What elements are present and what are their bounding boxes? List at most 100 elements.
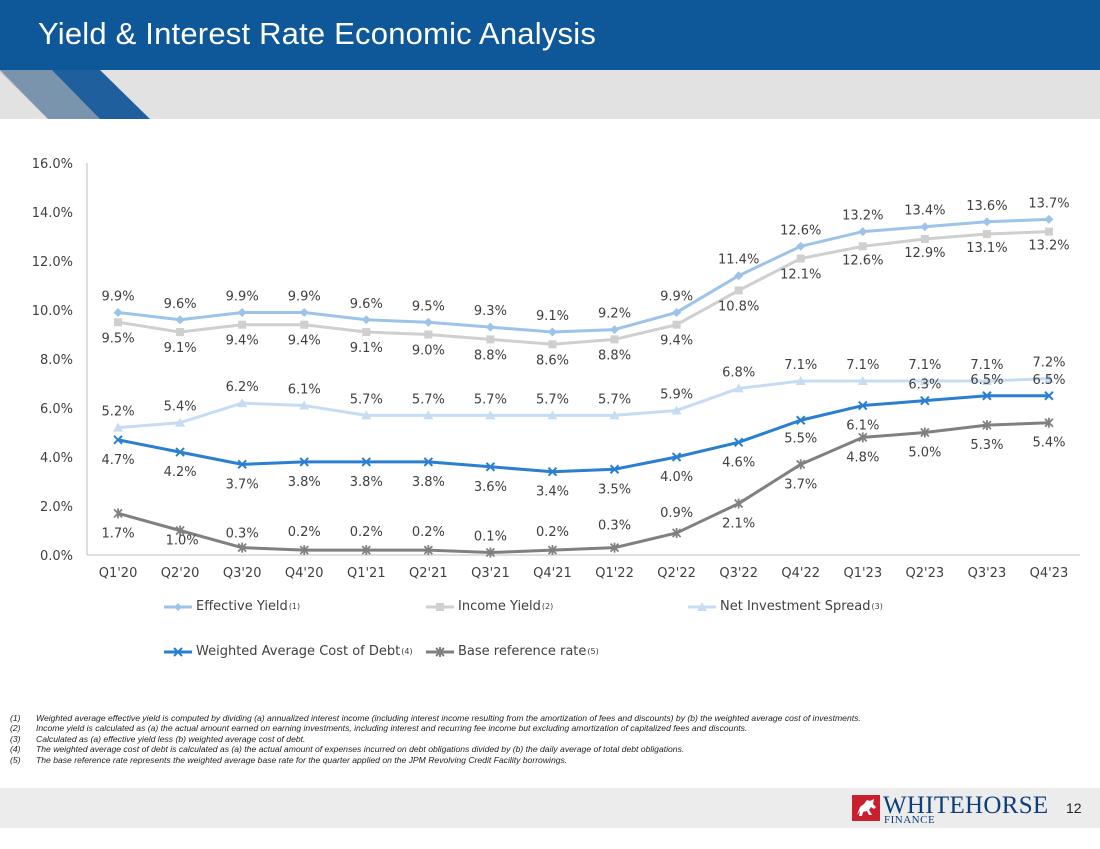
footnote-text: Weighted average effective yield is comp… (36, 713, 861, 723)
point-income (672, 320, 681, 329)
point-base (547, 545, 558, 556)
data-label-base: 2.1% (722, 517, 755, 532)
footnote-number: (5) (10, 754, 21, 765)
data-label-debt: 6.1% (846, 419, 879, 434)
point-effective (547, 327, 557, 337)
point-spread (423, 410, 434, 420)
data-label-base: 5.3% (970, 438, 1003, 453)
point-spread (981, 376, 992, 386)
point-debt (733, 437, 744, 448)
data-label-spread: 7.2% (1032, 356, 1065, 371)
data-label-income: 8.8% (598, 348, 631, 363)
point-spread (299, 400, 310, 410)
point-debt (671, 452, 682, 462)
data-label-spread: 5.2% (102, 405, 135, 420)
point-debt (609, 464, 620, 474)
point-effective (982, 217, 992, 227)
footnote-2: (2) Income yield is calculated as (a) the… (10, 723, 890, 733)
data-label-income: 8.8% (474, 348, 507, 363)
footnote-text: The base reference rate represents the w… (36, 754, 568, 765)
point-income (920, 234, 929, 243)
point-income (982, 230, 991, 239)
data-label-effective: 9.5% (412, 299, 445, 314)
data-label-base: 5.4% (1032, 436, 1065, 451)
point-debt (1044, 391, 1054, 401)
page-number: 12 (1066, 800, 1082, 816)
point-spread (733, 383, 744, 393)
series-line-income (117, 230, 1050, 346)
point-debt (920, 395, 930, 406)
point-debt (423, 457, 434, 467)
footnote-number: (4) (10, 744, 21, 755)
x-tick-label: Q1'23 (843, 566, 882, 581)
data-label-spread: 5.7% (536, 392, 569, 407)
legend-swatch-spread (688, 601, 716, 611)
series-line-effective (117, 217, 1050, 334)
point-spread (361, 410, 372, 420)
legend-label-income: Income Yield (458, 599, 541, 614)
point-base (485, 547, 496, 558)
point-spread (857, 376, 868, 386)
data-label-spread: 7.1% (784, 358, 817, 373)
point-base (175, 525, 185, 536)
logo-name: WHITEHORSE (883, 792, 1049, 819)
data-label-debt: 3.8% (412, 475, 445, 490)
header-triangle-decoration (0, 70, 150, 119)
data-label-income: 9.5% (102, 331, 135, 346)
data-label-income: 13.1% (966, 241, 1007, 256)
point-spread (671, 405, 682, 415)
data-label-effective: 9.6% (350, 297, 383, 312)
point-base (361, 545, 371, 556)
footer-bar (0, 788, 1100, 828)
data-label-spread: 7.1% (846, 358, 879, 373)
footnote-1: (1) Weighted average effective yield is c… (10, 713, 890, 723)
x-tick-label: Q1'22 (595, 566, 634, 581)
data-label-spread: 7.1% (908, 358, 941, 373)
point-income (796, 254, 805, 263)
point-base (858, 432, 868, 443)
data-label-income: 9.1% (350, 341, 383, 356)
x-tick-label: Q3'20 (223, 566, 262, 581)
footnotes: (1) Weighted average effective yield is c… (10, 713, 890, 765)
data-label-effective: 13.4% (904, 204, 945, 219)
point-spread (113, 422, 124, 432)
point-effective (423, 317, 433, 327)
data-label-spread: 5.7% (350, 392, 383, 407)
point-income (424, 330, 433, 339)
footnote-number: (1) (10, 713, 21, 723)
point-spread (175, 417, 186, 427)
series-line-base (117, 421, 1050, 555)
legend-label-base: Base reference rate (458, 644, 587, 659)
x-tick-label: Q4'20 (285, 566, 324, 581)
footnote-5: (5) The base reference rate represents th… (10, 755, 890, 765)
data-label-effective: 12.6% (780, 223, 821, 238)
point-debt (175, 447, 185, 457)
point-base (671, 527, 682, 538)
data-label-debt: 3.6% (474, 480, 507, 495)
x-tick-label: Q4'22 (781, 566, 820, 581)
point-debt (547, 466, 558, 477)
data-label-debt: 4.7% (102, 453, 135, 468)
point-income (486, 335, 495, 344)
data-label-effective: 9.1% (536, 309, 569, 324)
point-effective (361, 315, 371, 325)
point-income (548, 340, 557, 349)
data-label-income: 8.6% (536, 353, 569, 368)
point-debt (113, 435, 123, 445)
point-debt (299, 457, 309, 467)
point-effective (485, 322, 495, 332)
point-spread (485, 410, 496, 420)
y-tick-label: 0.0% (40, 549, 73, 564)
data-label-spread: 7.1% (970, 358, 1003, 373)
point-spread (919, 376, 930, 386)
y-tick-label: 6.0% (40, 402, 73, 417)
data-label-income: 13.2% (1028, 239, 1069, 254)
point-income (238, 320, 247, 329)
data-label-debt: 5.5% (784, 431, 817, 446)
point-effective (920, 222, 930, 232)
data-label-spread: 5.4% (164, 400, 197, 415)
x-tick-label: Q3'21 (471, 566, 510, 581)
data-label-effective: 9.9% (226, 289, 259, 304)
title-bar: Yield & Interest Rate Economic Analysis (0, 0, 1100, 70)
point-base (113, 508, 123, 519)
